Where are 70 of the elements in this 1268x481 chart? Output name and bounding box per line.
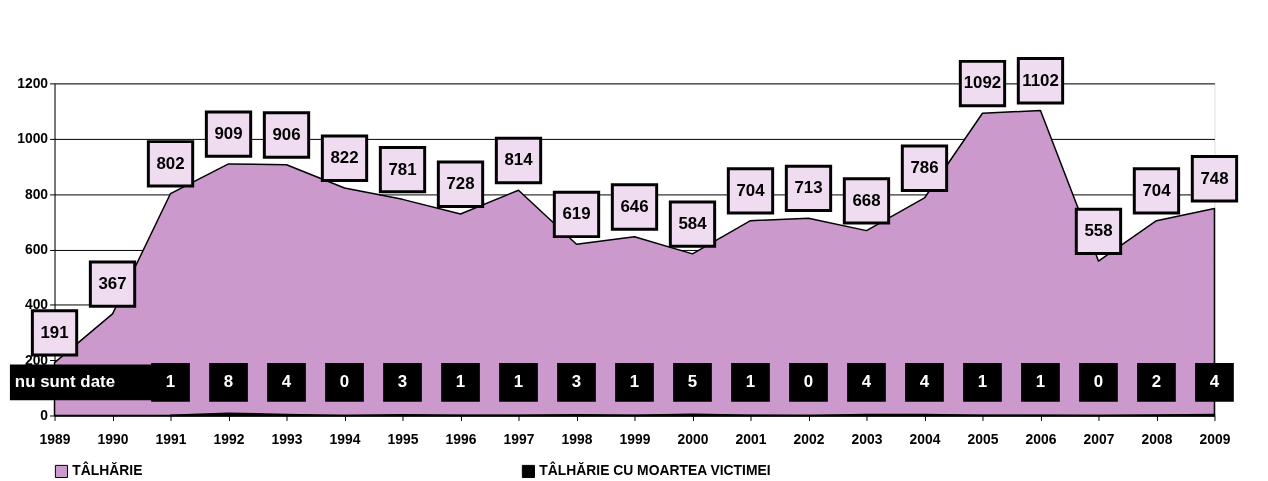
data-label: 4 xyxy=(281,372,292,392)
x-tick-label: 1990 xyxy=(97,430,129,447)
data-label: 802 xyxy=(156,153,185,173)
data-label: 713 xyxy=(794,178,823,198)
x-tick-label: 2001 xyxy=(735,430,767,447)
x-tick-label: 2007 xyxy=(1083,430,1115,447)
data-label: 1 xyxy=(513,372,524,392)
x-tick-label: 2000 xyxy=(677,430,709,447)
data-label: 704 xyxy=(1142,180,1172,200)
data-label: 728 xyxy=(446,174,475,194)
data-label: 558 xyxy=(1084,221,1113,241)
x-tick-label: 1989 xyxy=(39,430,71,447)
data-label: 668 xyxy=(852,190,881,210)
x-tick-label: 2008 xyxy=(1141,430,1173,447)
data-label: 584 xyxy=(678,214,708,234)
x-tick-label: 1995 xyxy=(387,430,419,447)
annotation: nu sunt date xyxy=(14,372,115,392)
data-label: 0 xyxy=(1093,372,1104,392)
data-label: 1 xyxy=(629,372,640,392)
x-tick-label: 2003 xyxy=(851,430,883,447)
data-label: 909 xyxy=(214,124,243,144)
y-tick-label: 0 xyxy=(40,406,49,423)
x-tick-label: 2005 xyxy=(967,430,999,447)
data-label: 3 xyxy=(397,372,408,392)
x-tick-label: 1996 xyxy=(445,430,477,447)
data-label: 2 xyxy=(1151,372,1162,392)
data-label: 0 xyxy=(339,372,350,392)
data-label: 748 xyxy=(1200,168,1229,188)
x-tick-label: 1992 xyxy=(213,430,245,447)
x-tick-label: 2009 xyxy=(1199,430,1231,447)
data-label: 619 xyxy=(562,204,591,224)
data-label: 646 xyxy=(620,196,649,216)
data-label: 822 xyxy=(330,148,359,168)
x-tick-label: 1997 xyxy=(503,430,535,447)
data-label: 0 xyxy=(803,372,814,392)
x-tick-label: 2004 xyxy=(909,430,941,447)
data-label: 1102 xyxy=(1022,70,1059,90)
x-tick-label: 2002 xyxy=(793,430,825,447)
y-tick-label: 1200 xyxy=(17,74,49,91)
data-label: 1092 xyxy=(963,73,1002,93)
data-label: 4 xyxy=(919,372,930,392)
data-label: 1 xyxy=(1035,372,1046,392)
legend-label: TÂLHĂRIE CU MOARTEA VICTIMEI xyxy=(539,461,771,479)
y-tick-label: 400 xyxy=(24,296,49,313)
data-label: 1 xyxy=(745,372,756,392)
x-tick-label: 1993 xyxy=(271,430,303,447)
data-label: 4 xyxy=(1209,372,1220,392)
data-label: 5 xyxy=(687,372,698,392)
data-label: 814 xyxy=(504,150,534,170)
data-label: 367 xyxy=(98,274,127,294)
data-label: 786 xyxy=(910,158,939,178)
y-tick-label: 800 xyxy=(24,185,49,202)
data-label: 1 xyxy=(165,372,176,392)
x-tick-label: 1994 xyxy=(329,430,361,447)
data-label: 906 xyxy=(272,124,301,144)
data-label: 781 xyxy=(388,159,417,179)
data-label: 191 xyxy=(40,322,69,342)
data-label: 1 xyxy=(977,372,988,392)
y-tick-label: 600 xyxy=(24,240,49,257)
x-tick-label: 1998 xyxy=(561,430,593,447)
x-tick-label: 1991 xyxy=(155,430,187,447)
data-label: 704 xyxy=(736,180,766,200)
x-tick-label: 2006 xyxy=(1025,430,1057,447)
data-label: 8 xyxy=(223,372,234,392)
data-label: 3 xyxy=(571,372,582,392)
data-label: 1 xyxy=(455,372,466,392)
x-tick-label: 1999 xyxy=(619,430,651,447)
data-label: 4 xyxy=(861,372,872,392)
legend-label: TÂLHĂRIE xyxy=(72,461,143,479)
y-tick-label: 1000 xyxy=(17,130,49,147)
